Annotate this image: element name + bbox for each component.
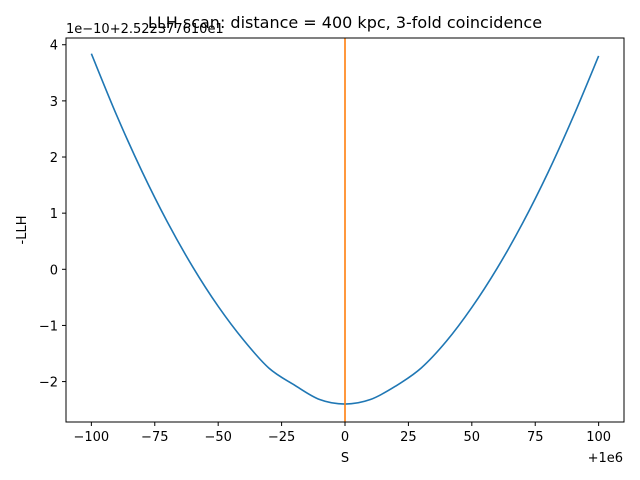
y-offset-label: 1e−10+2.522377610e1 xyxy=(66,22,224,37)
y-tick-label: −2 xyxy=(39,376,58,391)
y-tick-label: 4 xyxy=(50,39,58,54)
x-tick-label: 100 xyxy=(586,430,611,445)
y-tick-label: −1 xyxy=(39,319,58,334)
x-tick-label: −50 xyxy=(204,430,231,445)
x-tick-label: 0 xyxy=(341,430,349,445)
y-tick-label: 0 xyxy=(50,263,58,278)
x-axis-label: S xyxy=(341,451,349,466)
y-tick-label: 3 xyxy=(50,95,58,110)
y-tick-label: 2 xyxy=(50,151,58,166)
x-offset-label: +1e6 xyxy=(588,451,623,466)
x-tick-label: 50 xyxy=(464,430,481,445)
x-tick-label: 75 xyxy=(527,430,544,445)
x-tick-label: 25 xyxy=(400,430,417,445)
y-axis-label: -LLH xyxy=(15,216,30,245)
chart-title: LLH scan: distance = 400 kpc, 3-fold coi… xyxy=(148,13,542,32)
x-tick-label: −100 xyxy=(74,430,110,445)
y-tick-label: 1 xyxy=(50,207,58,222)
x-tick-label: −25 xyxy=(268,430,295,445)
x-tick-label: −75 xyxy=(141,430,168,445)
